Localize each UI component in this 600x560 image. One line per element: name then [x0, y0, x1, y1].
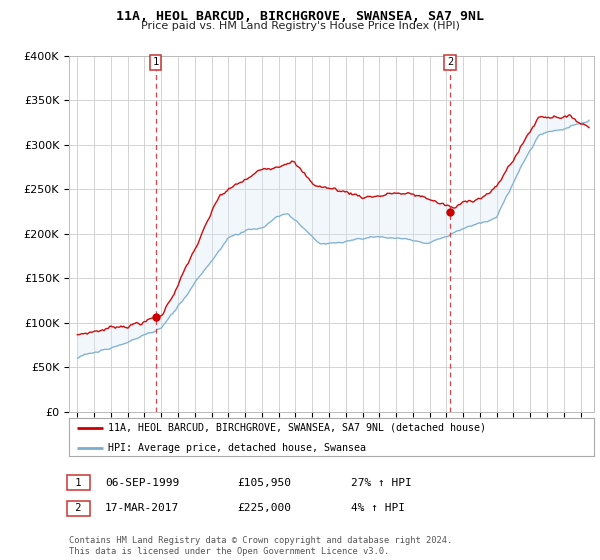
Text: £105,950: £105,950	[237, 478, 291, 488]
Text: 17-MAR-2017: 17-MAR-2017	[105, 503, 179, 514]
Text: 11A, HEOL BARCUD, BIRCHGROVE, SWANSEA, SA7 9NL: 11A, HEOL BARCUD, BIRCHGROVE, SWANSEA, S…	[116, 10, 484, 23]
Text: 11A, HEOL BARCUD, BIRCHGROVE, SWANSEA, SA7 9NL (detached house): 11A, HEOL BARCUD, BIRCHGROVE, SWANSEA, S…	[109, 423, 487, 433]
Text: 1: 1	[152, 57, 159, 67]
Text: 27% ↑ HPI: 27% ↑ HPI	[351, 478, 412, 488]
Text: 2: 2	[69, 503, 88, 514]
Text: HPI: Average price, detached house, Swansea: HPI: Average price, detached house, Swan…	[109, 443, 367, 453]
Text: 2: 2	[447, 57, 453, 67]
Text: 1: 1	[69, 478, 88, 488]
Text: £225,000: £225,000	[237, 503, 291, 514]
Text: 06-SEP-1999: 06-SEP-1999	[105, 478, 179, 488]
Text: Contains HM Land Registry data © Crown copyright and database right 2024.
This d: Contains HM Land Registry data © Crown c…	[69, 536, 452, 556]
Text: 4% ↑ HPI: 4% ↑ HPI	[351, 503, 405, 514]
Text: Price paid vs. HM Land Registry's House Price Index (HPI): Price paid vs. HM Land Registry's House …	[140, 21, 460, 31]
